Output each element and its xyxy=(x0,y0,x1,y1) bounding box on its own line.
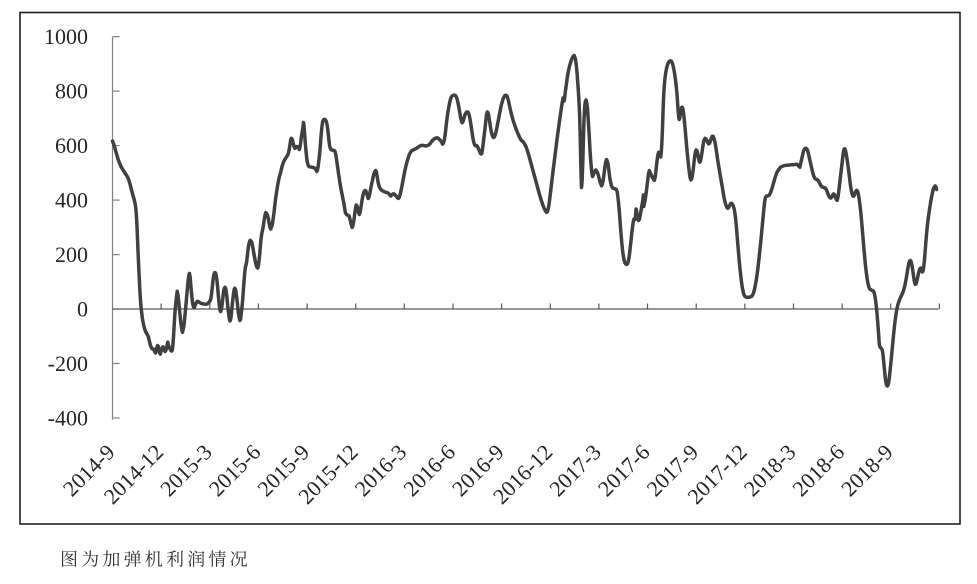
svg-text:2018-3: 2018-3 xyxy=(739,439,801,501)
svg-text:2018-9: 2018-9 xyxy=(836,439,898,501)
svg-text:200: 200 xyxy=(55,242,88,267)
svg-text:2018-6: 2018-6 xyxy=(787,439,849,501)
svg-text:2017-6: 2017-6 xyxy=(593,439,655,501)
svg-text:600: 600 xyxy=(55,133,88,158)
svg-text:2015-6: 2015-6 xyxy=(204,439,266,501)
svg-text:0: 0 xyxy=(77,297,88,322)
svg-text:2015-3: 2015-3 xyxy=(155,439,217,501)
svg-text:800: 800 xyxy=(55,79,88,104)
svg-text:-400: -400 xyxy=(48,406,88,431)
svg-text:1000: 1000 xyxy=(44,24,88,49)
svg-text:-200: -200 xyxy=(48,351,88,376)
svg-text:2017-3: 2017-3 xyxy=(544,439,606,501)
svg-text:400: 400 xyxy=(55,188,88,213)
svg-text:2016-3: 2016-3 xyxy=(350,439,412,501)
svg-text:2016-6: 2016-6 xyxy=(398,439,460,501)
